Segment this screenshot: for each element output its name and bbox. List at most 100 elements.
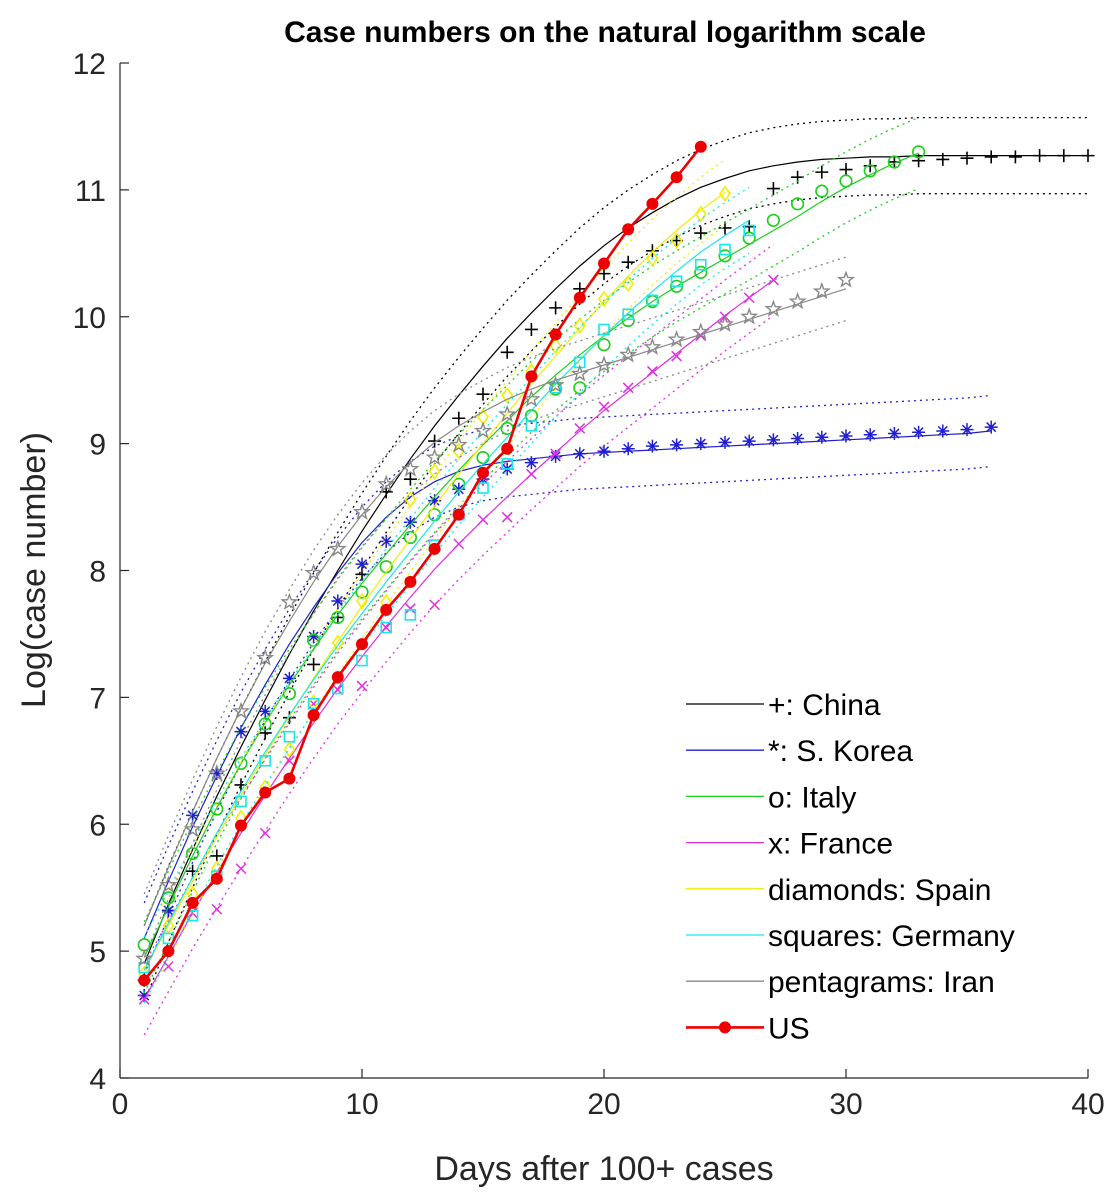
series-diamonds-spain-point-19 bbox=[573, 317, 586, 335]
series-pentagrams-iran-point-10 bbox=[352, 502, 372, 520]
series-pentagrams-iran-point-4 bbox=[207, 763, 226, 782]
series-china-point-36 bbox=[984, 150, 998, 164]
series-diamonds-spain-point-18 bbox=[549, 337, 562, 355]
y-tick-label-4: 4 bbox=[89, 1063, 106, 1096]
series-x-france-point-18-shape bbox=[550, 448, 562, 460]
series-o-italy-point-2-shape bbox=[161, 891, 175, 905]
series-pentagrams-iran-point-6 bbox=[256, 648, 275, 666]
series-squares-germany-point-18-shape bbox=[549, 381, 562, 394]
series-s-korea-point-31-shape bbox=[863, 428, 877, 442]
series-diamonds-spain-point-20 bbox=[598, 290, 610, 308]
series-x-france-point-21 bbox=[622, 382, 634, 394]
series-us-point-20 bbox=[598, 257, 610, 270]
series-o-italy-point-25-shape bbox=[718, 249, 732, 263]
series-us bbox=[138, 140, 707, 987]
series-s-korea-point-6 bbox=[258, 704, 272, 718]
series-s-korea-point-19-shape bbox=[573, 447, 587, 461]
series-x-france-point-15 bbox=[477, 514, 489, 526]
series-china-point-37-shape bbox=[1008, 150, 1022, 164]
series-o-italy-point-6 bbox=[258, 717, 272, 731]
series-pentagrams-iran-point-27 bbox=[764, 299, 783, 317]
series-x-france-upper-bound bbox=[143, 243, 774, 965]
series-china-point-17-shape bbox=[524, 322, 538, 336]
series-pentagrams-iran-point-8 bbox=[304, 563, 323, 581]
series-s-korea-point-33 bbox=[912, 425, 926, 439]
series-diamonds-spain-point-25 bbox=[719, 185, 731, 203]
series-x-france-point-22-shape bbox=[646, 365, 658, 377]
series-o-italy-point-24 bbox=[694, 265, 708, 279]
series-us-point-10 bbox=[356, 638, 368, 651]
series-s-korea-point-35-shape bbox=[960, 423, 974, 437]
series-pentagrams-iran-point-26-shape bbox=[740, 307, 759, 325]
series-pentagrams-iran-point-18 bbox=[546, 375, 565, 393]
legend-item-o-italy-label: o: Italy bbox=[768, 781, 856, 814]
series-china-point-21 bbox=[621, 255, 635, 269]
series-pentagrams-iran-point-19-shape bbox=[570, 364, 589, 382]
series-china-point-38 bbox=[1033, 149, 1047, 163]
series-s-korea-point-27-shape bbox=[766, 433, 780, 447]
series-squares-germany-point-16-shape bbox=[501, 458, 514, 470]
series-pentagrams-iran-point-1 bbox=[135, 949, 154, 967]
series-o-italy-point-33-shape bbox=[911, 145, 926, 159]
series-pentagrams-iran-point-7-shape bbox=[280, 592, 299, 610]
series-squares-germany-point-6 bbox=[259, 755, 272, 767]
legend-item-us: US bbox=[686, 1012, 810, 1045]
series-s-korea-point-10-shape bbox=[355, 557, 369, 571]
series-x-france-point-7 bbox=[283, 755, 295, 767]
series-pentagrams-iran-point-28 bbox=[788, 291, 807, 310]
series-china-point-13-shape bbox=[428, 434, 442, 448]
series-x-france-point-6-shape bbox=[259, 827, 271, 839]
series-pentagrams-iran-point-12 bbox=[401, 459, 420, 477]
series-x-france-point-19-shape bbox=[574, 422, 586, 434]
series-us-point-3 bbox=[186, 896, 199, 909]
series-china-point-36-shape bbox=[984, 150, 998, 164]
series-pentagrams-iran-point-11 bbox=[377, 474, 396, 492]
series-s-korea-point-5-shape bbox=[234, 725, 248, 739]
series-o-italy-point-26 bbox=[742, 231, 756, 245]
series-china-point-6-shape bbox=[258, 726, 272, 740]
series-o-italy-point-32-shape bbox=[887, 155, 902, 169]
series-china-point-15 bbox=[476, 387, 490, 401]
series-s-korea-point-11-shape bbox=[379, 534, 393, 548]
series-china-point-21-shape bbox=[621, 255, 635, 269]
series-o-italy-point-1 bbox=[137, 938, 151, 952]
series-s-korea-point-18-shape bbox=[549, 449, 563, 463]
series-diamonds-spain-point-12 bbox=[404, 491, 417, 508]
series-china-lower-bound bbox=[143, 193, 1088, 1003]
series-s-korea-point-21-shape bbox=[621, 442, 635, 456]
series-china-point-12 bbox=[403, 472, 417, 486]
series-us-point-14 bbox=[452, 508, 465, 521]
series-s-korea-point-27 bbox=[766, 433, 780, 447]
series-pentagrams-iran-point-4-shape bbox=[207, 763, 226, 782]
series-o-italy-point-26-shape bbox=[742, 231, 756, 245]
legend-item-china-label: +: China bbox=[768, 689, 881, 722]
series-china-point-29 bbox=[815, 165, 829, 179]
x-axis-label: Days after 100+ cases bbox=[434, 1150, 773, 1188]
series-o-italy-point-31 bbox=[863, 164, 877, 178]
series-pentagrams-iran-point-12-shape bbox=[401, 459, 420, 477]
series-o-italy-point-19 bbox=[573, 381, 587, 395]
series-o-italy-point-1-shape bbox=[137, 938, 151, 952]
series-s-korea-point-28 bbox=[791, 432, 805, 446]
series-us-point-8 bbox=[307, 709, 320, 722]
series-s-korea-point-24-shape bbox=[694, 437, 708, 451]
series-china-point-14-shape bbox=[452, 411, 466, 425]
series-x-france-point-27 bbox=[767, 274, 779, 286]
series-squares-germany-point-9 bbox=[331, 682, 344, 695]
series-squares-germany-point-23 bbox=[670, 275, 683, 288]
series-s-korea-point-13 bbox=[428, 494, 442, 508]
legend-item-diamonds-spain-label: diamonds: Spain bbox=[768, 874, 991, 907]
series-o-italy-point-3-shape bbox=[186, 846, 200, 861]
series-s-korea-point-20 bbox=[597, 444, 611, 458]
plot-area bbox=[135, 116, 1095, 1036]
series-us-point-2-shape bbox=[162, 945, 175, 958]
legend-item-us-marker bbox=[719, 1021, 731, 1034]
series-diamonds-spain-point-22-shape bbox=[646, 250, 659, 267]
series-diamonds-spain-point-16-shape bbox=[501, 387, 514, 404]
series-us-point-13-shape bbox=[428, 542, 441, 555]
x-tick-label-20: 20 bbox=[587, 1088, 620, 1121]
legend-item-china: +: China bbox=[686, 689, 881, 722]
series-squares-germany-lower-bound bbox=[143, 252, 750, 1004]
series-s-korea-point-34 bbox=[936, 424, 950, 438]
series-x-france-point-7-shape bbox=[283, 755, 295, 767]
